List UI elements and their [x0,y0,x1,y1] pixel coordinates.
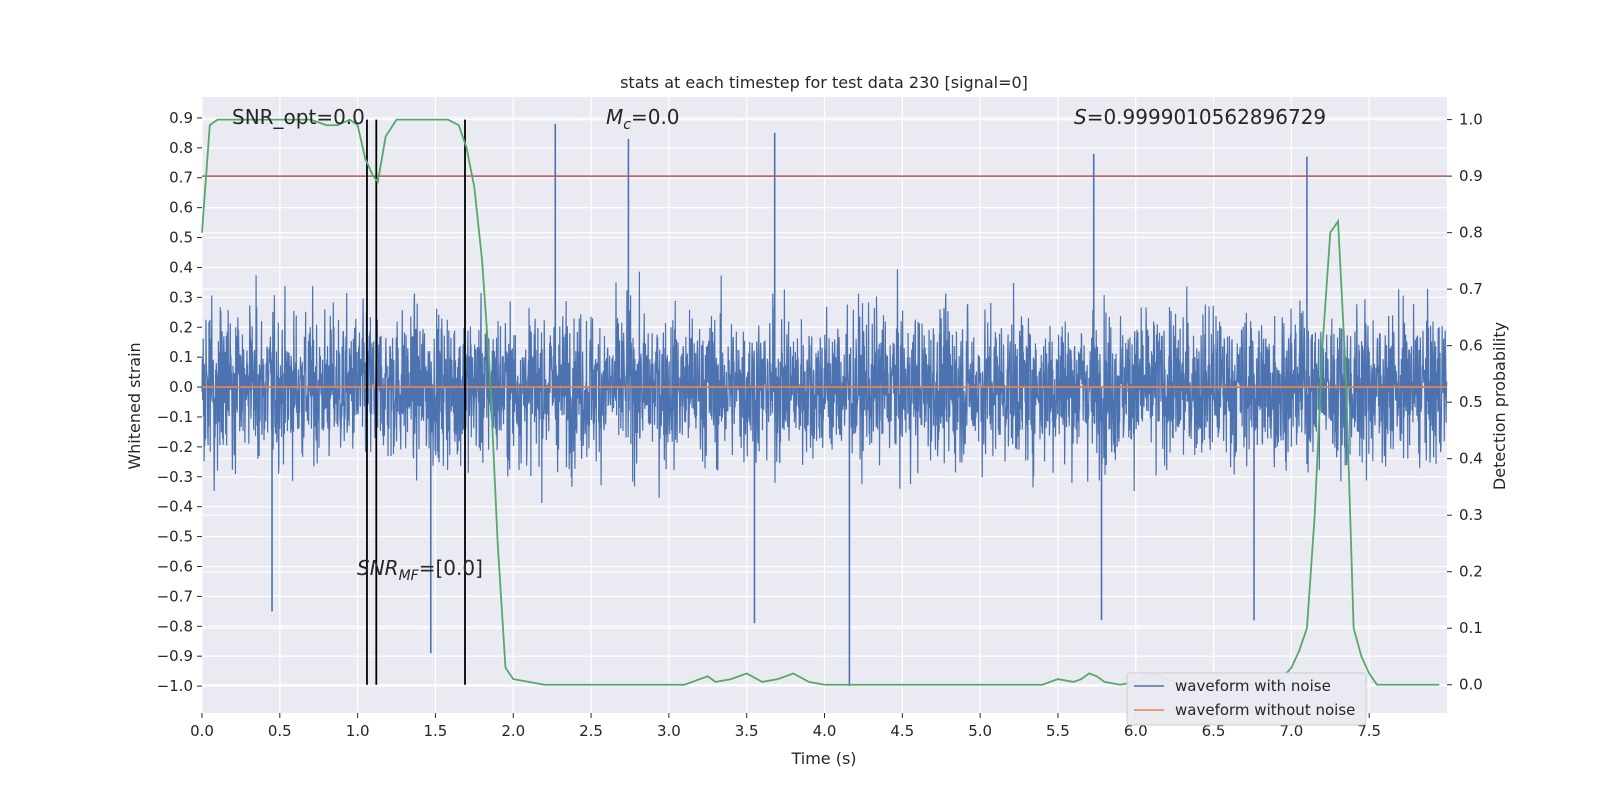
score-symbol: S [1074,105,1087,129]
left-y-tick-label: −0.9 [157,647,193,665]
x-tick-label: 3.5 [735,722,759,740]
x-tick-label: 4.0 [813,722,837,740]
left-y-tick-label: 0.4 [169,258,193,276]
x-tick-label: 2.0 [501,722,525,740]
right-y-tick-label: 0.1 [1459,619,1483,637]
left-y-tick-label: −1.0 [157,677,193,695]
chart-title: stats at each timestep for test data 230… [620,73,1028,92]
left-y-tick-label: −0.5 [157,528,193,546]
right-y-tick-label: 0.9 [1459,167,1483,185]
left-y-tick-label: −0.8 [157,617,193,635]
x-tick-label: 0.5 [268,722,292,740]
x-tick-label: 6.0 [1124,722,1148,740]
x-tick-label: 2.5 [579,722,603,740]
x-tick-label: 3.0 [657,722,681,740]
snr-opt-annotation: SNR_opt=0.0 [232,105,365,129]
left-y-axis-ticks: 0.9 0.8 0.7 0.6 0.5 0.4 0.3 0.2 0.1 0.0 −0.1 −0.2 −0… [157,109,202,695]
x-tick-label: 7.5 [1357,722,1381,740]
chirp-mass-symbol: M [606,105,623,129]
left-y-tick-label: 0.7 [169,169,193,187]
snr-mf-symbol: SNR [357,556,399,580]
left-y-tick-label: 0.1 [169,348,193,366]
left-y-tick-label: −0.1 [157,408,193,426]
legend-clean-label: waveform without noise [1175,701,1355,719]
x-axis-label: Time (s) [790,749,856,768]
snr-mf-value: =[0.0] [419,556,483,580]
left-y-tick-label: 0.9 [169,109,193,127]
left-y-tick-label: 0.0 [169,378,193,396]
x-tick-label: 7.0 [1279,722,1303,740]
right-y-tick-label: 0.2 [1459,563,1483,581]
right-y-axis-ticks: 1.0 0.9 0.8 0.7 0.6 0.5 0.4 0.3 0.2 0.1 0.0 [1447,111,1483,694]
legend-noisy-label: waveform with noise [1175,677,1331,695]
noisy-waveform-series [201,123,1448,687]
x-tick-label: 5.5 [1046,722,1070,740]
x-tick-label: 5.0 [968,722,992,740]
noisy-waveform-line [201,269,1448,504]
snr-mf-subscript: MF [399,568,420,584]
left-y-tick-label: −0.6 [157,557,193,575]
x-tick-label: 1.0 [346,722,370,740]
snr-mf-annotation: SNRMF=[0.0] [357,556,483,584]
x-axis-ticks: 0.0 0.5 1.0 1.5 2.0 2.5 3.0 3.5 4.0 4.5 5.0 5.5 6.0 6… [190,713,1381,740]
legend-box [1126,672,1367,726]
left-y-tick-label: −0.4 [157,498,193,516]
legend: waveform with noise waveform without noi… [1126,672,1367,726]
left-y-tick-label: 0.2 [169,318,193,336]
x-tick-label: 4.5 [890,722,914,740]
right-y-tick-label: 0.4 [1459,450,1483,468]
left-y-tick-label: 0.5 [169,229,193,247]
right-y-tick-label: 0.3 [1459,506,1483,524]
score-value: =0.9999010562896729 [1087,105,1326,129]
x-tick-label: 1.5 [424,722,448,740]
right-y-tick-label: 0.8 [1459,224,1483,242]
x-tick-label: 6.5 [1202,722,1226,740]
left-y-tick-label: 0.6 [169,199,193,217]
right-y-tick-label: 0.0 [1459,676,1483,694]
chirp-mass-subscript: c [623,117,631,133]
right-y-axis-label: Detection probability [1490,322,1509,490]
left-y-tick-label: −0.3 [157,468,193,486]
chirp-mass-annotation: Mc=0.0 [606,105,680,133]
vertical-marker-lines [366,119,466,685]
right-y-tick-label: 1.0 [1459,111,1483,129]
right-y-tick-label: 0.7 [1459,280,1483,298]
left-y-tick-label: −0.7 [157,587,193,605]
chirp-mass-value: =0.0 [631,105,680,129]
x-tick-label: 0.0 [190,722,214,740]
right-y-tick-label: 0.6 [1459,337,1483,355]
left-y-tick-label: −0.2 [157,438,193,456]
left-y-tick-label: 0.8 [169,139,193,157]
left-y-axis-label: Whitened strain [125,342,144,469]
score-annotation: S=0.9999010562896729 [1074,105,1326,129]
left-y-tick-label: 0.3 [169,288,193,306]
right-y-tick-label: 0.5 [1459,393,1483,411]
